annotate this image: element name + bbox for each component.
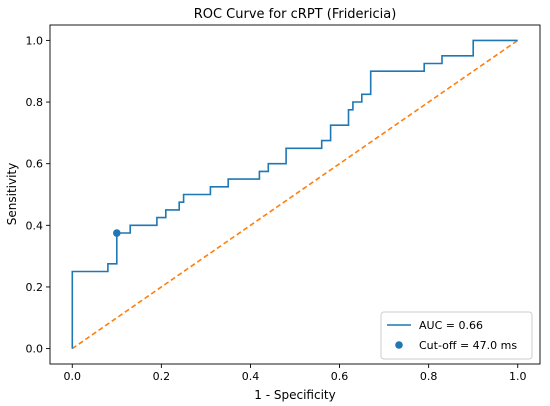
reference-diagonal-line	[71, 39, 519, 350]
x-tick-label: 1.0	[509, 370, 527, 383]
y-tick-label: 0.8	[26, 96, 44, 109]
y-tick-label: 0.0	[26, 343, 44, 356]
plot-frame	[49, 24, 541, 365]
x-tick-label: 0.6	[331, 370, 349, 383]
y-tick-label: 0.2	[26, 281, 44, 294]
legend: AUC = 0.66 Cut-off = 47.0 ms	[380, 311, 533, 360]
y-tick-label: 1.0	[26, 34, 44, 47]
y-tick-label: 0.4	[26, 219, 44, 232]
chart-title: ROC Curve for cRPT (Fridericia)	[194, 7, 397, 22]
x-tick-label: 0.0	[64, 370, 82, 383]
roc-curve-line	[71, 39, 518, 349]
legend-box	[380, 311, 533, 360]
x-tick-label: 0.4	[242, 370, 260, 383]
x-axis-label: 1 - Specificity	[254, 388, 335, 402]
axis-ticks: 0.0 0.2 0.4 0.6 0.8 1.0 0.0 0.2 0.4 0.6 0.8 1.0	[26, 34, 527, 383]
legend-point-swatch	[395, 341, 403, 349]
x-tick-label: 0.8	[420, 370, 438, 383]
legend-label-auc: AUC = 0.66	[419, 319, 483, 332]
y-tick-label: 0.6	[26, 158, 44, 171]
cutoff-point	[113, 229, 121, 237]
y-axis-label: Sensitivity	[5, 163, 19, 225]
plot-area	[49, 24, 541, 365]
legend-label-cutoff: Cut-off = 47.0 ms	[419, 339, 517, 352]
x-tick-label: 0.2	[153, 370, 171, 383]
